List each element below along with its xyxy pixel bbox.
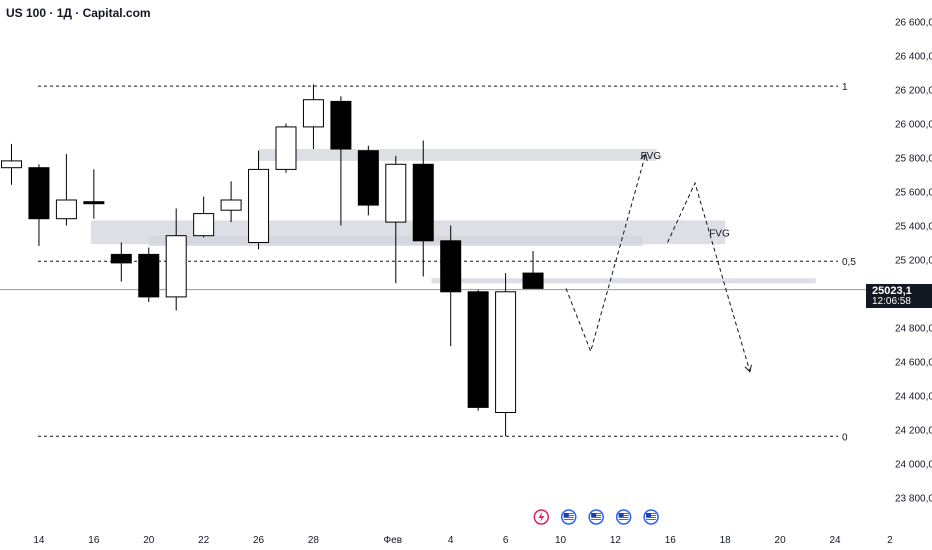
price-tick-label: 25 200,0 — [895, 256, 932, 267]
flag-canton — [646, 513, 652, 517]
time-tick-label: 22 — [198, 535, 210, 546]
fvg-label: FVG — [641, 151, 662, 162]
price-tick-label: 24 200,0 — [895, 426, 932, 437]
fvg-zone — [258, 149, 657, 161]
candle-body — [55, 199, 77, 220]
flag-canton — [563, 513, 569, 517]
flag-stripe — [563, 519, 574, 520]
flag-stripe — [591, 517, 602, 518]
fib-level-label: 0,5 — [842, 257, 856, 268]
price-tick-label: 25 800,0 — [895, 154, 932, 165]
price-tick-label: 24 800,0 — [895, 324, 932, 335]
projection-arrow-head — [744, 364, 752, 373]
time-tick-label: 16 — [88, 535, 100, 546]
time-tick-label: 16 — [665, 535, 677, 546]
candle-body — [110, 253, 132, 264]
candle-body — [412, 163, 434, 242]
time-tick-label: 6 — [503, 535, 509, 546]
flag-stripe — [618, 519, 629, 520]
time-tick-label: 14 — [33, 535, 45, 546]
fib-level-label: 1 — [842, 82, 848, 93]
candle-body — [467, 291, 489, 408]
chart-title: US 100 · 1Д · Capital.com — [6, 6, 151, 20]
flag-stripe — [591, 519, 602, 520]
time-tick-label: 28 — [308, 535, 320, 546]
price-tick-label: 26 400,0 — [895, 52, 932, 63]
time-tick-label: 20 — [775, 535, 787, 546]
price-tick-label: 25 400,0 — [895, 222, 932, 233]
candle-body — [1, 160, 22, 169]
time-tick-label: 20 — [143, 535, 155, 546]
flag-stripe — [646, 519, 657, 520]
candle-body — [440, 240, 462, 293]
price-tick-label: 24 000,0 — [895, 460, 932, 471]
fvg-label: FVG — [709, 228, 730, 239]
candle-body — [522, 272, 544, 289]
flag-canton — [618, 513, 624, 517]
candle-body — [28, 167, 50, 220]
price-tick-label: 25 600,0 — [895, 188, 932, 199]
time-tick-label: 18 — [720, 535, 732, 546]
time-tick-label: 12 — [610, 535, 622, 546]
candle-body — [138, 253, 160, 298]
flag-canton — [591, 513, 597, 517]
time-tick-label: 2 — [887, 535, 893, 546]
time-tick-label: 4 — [448, 535, 454, 546]
time-tick-label: 26 — [253, 535, 265, 546]
bar-timer-label: 12:06:58 — [872, 296, 911, 307]
flag-stripe — [563, 517, 574, 518]
price-tick-label: 24 400,0 — [895, 392, 932, 403]
projection-path — [667, 181, 751, 372]
projection-path — [565, 153, 647, 353]
price-tick-label: 26 200,0 — [895, 86, 932, 97]
candle-body — [385, 163, 407, 223]
candle-body — [165, 235, 187, 298]
gray-zone — [431, 278, 816, 284]
candle-body — [275, 126, 297, 170]
lightning-icon — [538, 512, 545, 522]
candle-body — [330, 100, 352, 150]
projection-arrow-head — [640, 153, 648, 162]
price-tick-label: 26 600,0 — [895, 18, 932, 29]
events-layer — [533, 509, 659, 525]
flag-stripe — [646, 517, 657, 518]
candle-body — [83, 201, 105, 205]
current-price-label: 25023,1 — [872, 285, 912, 297]
candle-body — [193, 213, 215, 237]
candles-layer — [1, 84, 544, 437]
time-tick-label: 10 — [555, 535, 567, 546]
price-tick-label: 23 800,0 — [895, 494, 932, 505]
projection-layer — [565, 153, 752, 373]
current-price-badge: 25023,1 12:06:58 — [866, 284, 932, 308]
candle-body — [302, 99, 324, 128]
fib-level-label: 0 — [842, 432, 848, 443]
time-tick-label: 24 — [829, 535, 841, 546]
candle-body — [495, 291, 517, 413]
time-axis: 14 16 20 22 26 28 Фев 4 6 10 12 16 18 20 24 2 — [33, 535, 893, 546]
price-axis: 23 800,0 24 000,0 24 200,0 24 400,0 24 600,0… — [895, 18, 932, 505]
candle-body — [248, 168, 270, 243]
price-tick-label: 24 600,0 — [895, 358, 932, 369]
price-tick-label: 26 000,0 — [895, 120, 932, 131]
time-tick-label: Фев — [384, 535, 402, 546]
candle-body — [220, 199, 242, 211]
flag-stripe — [618, 517, 629, 518]
candle-body — [357, 150, 379, 206]
